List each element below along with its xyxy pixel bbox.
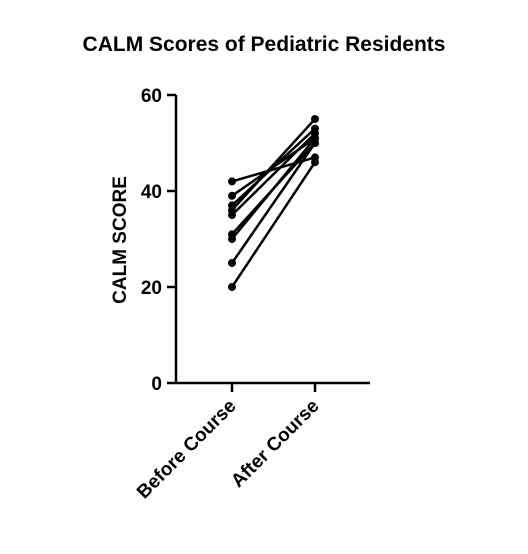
data-point <box>228 211 236 219</box>
series-group <box>228 115 319 291</box>
y-axis-label: CALM SCORE <box>110 176 131 304</box>
y-tick-label: 0 <box>151 374 162 395</box>
axes <box>174 95 370 385</box>
data-point <box>228 235 236 243</box>
data-point <box>311 115 319 123</box>
data-point <box>311 158 319 167</box>
y-tick-label: 20 <box>141 278 162 299</box>
data-point <box>228 191 236 200</box>
y-ticks: 0 20 40 60 <box>141 86 176 395</box>
x-tick-label: After Course <box>227 396 323 492</box>
series-line-4 <box>231 118 316 212</box>
data-point <box>311 139 319 147</box>
y-tick-label: 60 <box>141 86 162 107</box>
series-line-5 <box>231 132 316 216</box>
y-tick-label: 40 <box>141 182 162 203</box>
series-line-9 <box>230 161 317 288</box>
data-point <box>228 177 236 186</box>
series-line-7 <box>231 137 316 240</box>
data-point <box>228 283 236 291</box>
series-line-3 <box>231 127 316 207</box>
series-line-8 <box>230 142 317 264</box>
x-tick-label: Before Course <box>133 396 240 503</box>
data-point <box>228 259 236 267</box>
chart-title: CALM Scores of Pediatric Residents <box>82 33 446 56</box>
